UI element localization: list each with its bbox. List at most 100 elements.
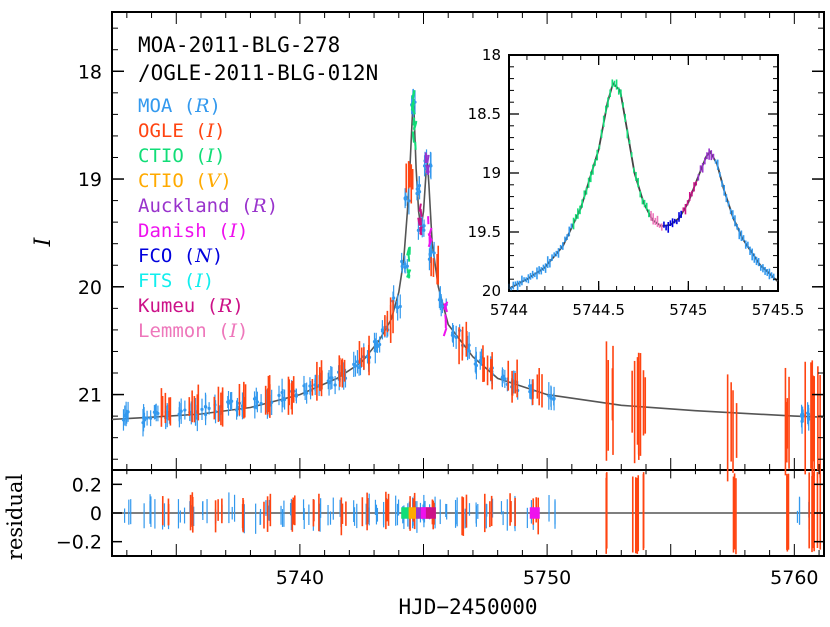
followup-data-point [427,216,433,248]
inset-y-tick-label: 19.5 [468,223,501,241]
moa-residual-point [150,496,156,529]
moa-point [326,379,330,383]
legend: MOA (R)OGLE (I)CTIO (I)CTIO (V)Auckland … [138,95,278,342]
moa-residual-point [143,494,151,529]
moa-residual-point [265,499,270,521]
moa-point [177,412,181,417]
moa-point [226,400,230,404]
ogle-data-point [784,367,790,476]
legend-entry: Lemmon (I) [138,320,248,342]
moa-point [142,415,146,420]
moa-point [259,401,263,406]
moa-data-point [372,332,382,364]
followup-residual-block [425,507,436,519]
moa-point [450,333,454,337]
ogle-data-point [188,384,200,423]
followup-error-bar [426,154,430,164]
moa-point [437,298,442,302]
ogle-residual-point [161,496,170,526]
ogle-residual-point [732,473,737,555]
legend-band: I [206,120,215,142]
moa-point [474,363,479,368]
y-tick-label: 21 [78,385,102,407]
moa-point [313,383,317,387]
moa-point [454,335,458,339]
legend-band: R [217,295,232,317]
ogle-data-point [482,345,493,390]
legend-entry: MOA (R) [138,95,221,117]
ogle-residual-point [637,472,645,552]
followup-error-bar [413,122,418,131]
moa-point [422,228,426,232]
legend-name: FTS ( [138,270,195,292]
legend-close: ) [214,120,225,142]
moa-point [380,329,385,333]
residual-plot [112,471,824,555]
ogle-residual-point [312,493,320,532]
inset-y-tick-label: 20 [482,282,501,300]
legend-entry: Danish (I) [138,220,248,242]
moa-data-point [226,390,234,416]
moa-point [230,399,234,403]
moa-point [333,383,337,387]
moa-residual-point [475,502,479,527]
residual-y-tick-label: 0 [90,503,102,525]
moa-residual-point [202,499,208,524]
moa-point [124,412,128,416]
moa-point [467,349,471,353]
ogle-data-point [287,376,295,415]
ogle-data-point [636,352,647,455]
legend-close: ) [210,95,221,117]
moa-point [427,257,432,261]
moa-residual-point [280,500,285,527]
ogle-data-point [358,335,370,376]
moa-point [277,393,281,398]
moa-residual-point [439,499,448,525]
moa-data-point [149,403,160,427]
moa-data-point [252,387,263,419]
x-axis-label: HJD−2450000 [398,595,537,619]
legend-close: ) [232,295,243,317]
moa-point [253,405,257,409]
followup-error-bar [412,134,415,143]
ogle-data-point [264,375,271,418]
y-tick-label: 18 [78,61,102,83]
legend-band: N [194,245,213,267]
legend-name: CTIO ( [138,170,207,192]
legend-band: I [229,220,238,242]
moa-residual-point [123,499,132,525]
moa-data-point [352,350,363,377]
moa-point [415,187,419,191]
followup-error-bar [424,154,428,164]
moa-point [500,375,505,379]
legend-close: ) [203,270,214,292]
moa-residual-point [500,499,508,531]
moa-point [145,416,149,420]
moa-point [806,412,811,416]
moa-data-point [473,346,484,380]
moa-point [395,305,399,309]
moa-point [417,183,421,188]
legend-entry: Kumeu (R) [138,295,244,317]
moa-residual-point [327,497,334,526]
moa-point [255,400,259,404]
legend-band: R [194,95,209,117]
followup-error-bar [418,226,423,236]
moa-residual-point [796,496,801,525]
moa-point [149,416,153,420]
ogle-residual-point [786,473,790,552]
legend-entry: CTIO (V) [138,170,232,192]
legend-entry: Auckland (R) [138,195,278,217]
moa-residual-point [228,492,236,524]
legend-close: ) [214,145,225,167]
ogle-data-point [430,245,440,285]
ogle-data-point [311,360,323,401]
followup-data-point [410,90,416,115]
moa-point [126,410,130,414]
moa-data-point [400,252,409,274]
moa-data-point [415,176,422,201]
moa-point [407,199,411,203]
legend-name: Kumeu ( [138,295,218,317]
followup-error-bar [412,90,416,99]
